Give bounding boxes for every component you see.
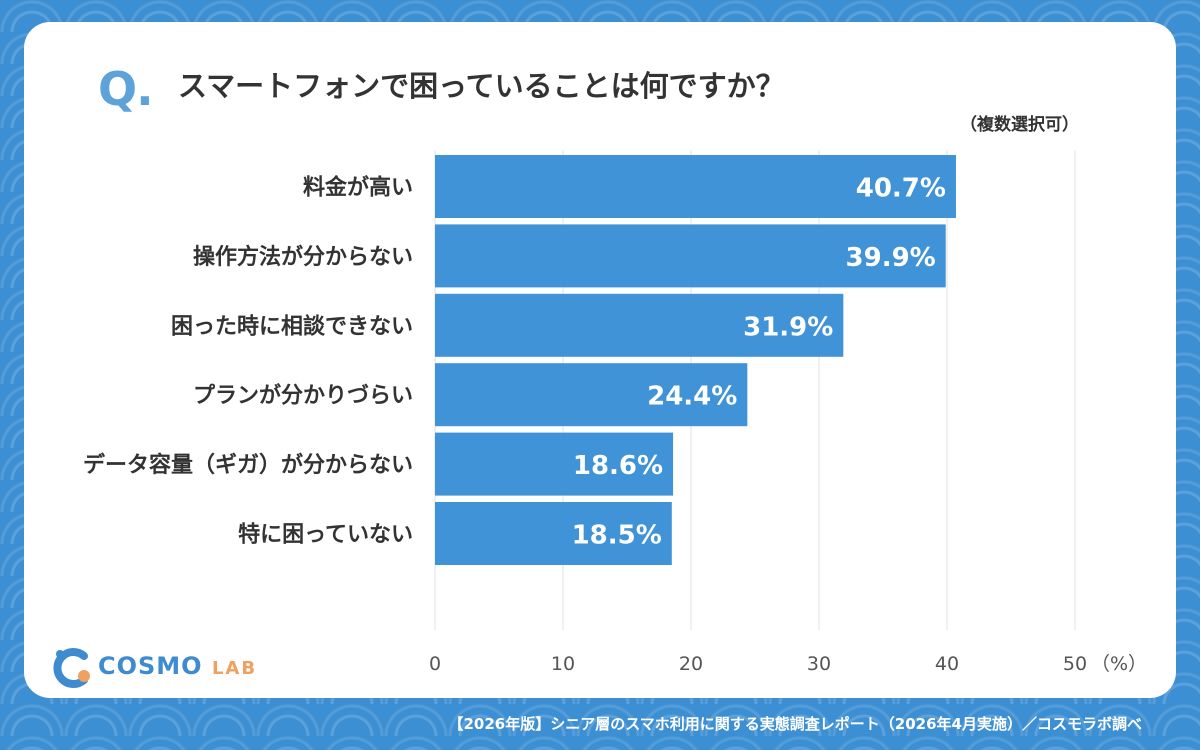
bar-value-label: 39.9% xyxy=(846,243,936,273)
x-tick-label: 0 xyxy=(429,653,441,675)
bar xyxy=(435,155,956,218)
bar xyxy=(435,502,672,565)
category-label: 困った時に相談できない xyxy=(171,313,413,339)
bar xyxy=(435,224,946,288)
logo-text: COSMO LAB xyxy=(98,652,257,680)
x-tick-label: 20 xyxy=(679,653,703,675)
chart-card xyxy=(24,22,1176,698)
category-label: 操作方法が分からない xyxy=(193,244,413,270)
logo-main: COSMO xyxy=(98,652,203,680)
category-label: 特に困っていない xyxy=(238,522,413,548)
bar-value-label: 31.9% xyxy=(743,312,833,342)
category-label: データ容量（ギガ）が分からない xyxy=(83,452,413,478)
bar xyxy=(435,293,844,357)
multiple-choice-note: （複数選択可） xyxy=(960,115,1079,135)
x-tick-label: 30 xyxy=(807,653,831,675)
bar xyxy=(435,432,674,496)
x-unit-label: （%） xyxy=(1091,653,1147,675)
bar xyxy=(435,363,748,427)
x-tick-label: 40 xyxy=(935,653,959,675)
category-label: 料金が高い xyxy=(303,175,413,201)
question-title: スマートフォンで困っていることは何ですか？ xyxy=(178,69,785,103)
x-tick-label: 50 xyxy=(1063,653,1087,675)
x-tick-label: 10 xyxy=(551,653,575,675)
source-footer: 【2026年版】シニア層のスマホ利用に関する実態調査レポート（2026年4月実施… xyxy=(448,715,1143,733)
logo-sub: LAB xyxy=(211,658,258,679)
bar-value-label: 40.7% xyxy=(856,174,946,204)
bar-value-label: 18.6% xyxy=(573,451,663,481)
bar-value-label: 18.5% xyxy=(572,521,662,551)
cosmo-lab-logo-icon xyxy=(53,648,90,688)
category-label: プランが分かりづらい xyxy=(193,383,413,409)
question-mark: Q. xyxy=(98,62,154,116)
bar-value-label: 24.4% xyxy=(647,382,737,412)
